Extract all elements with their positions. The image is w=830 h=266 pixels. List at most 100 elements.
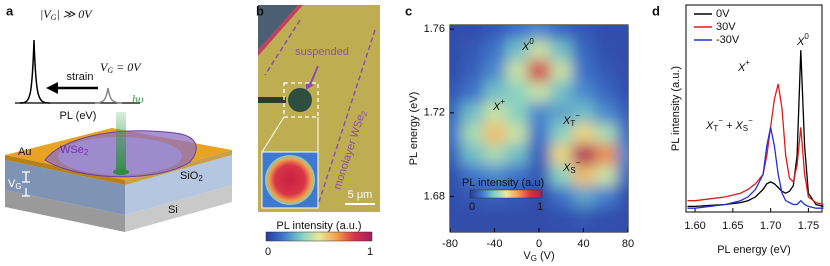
annotation-part: T [713,124,718,133]
heatmap-cell [572,165,596,187]
vg-label-part: G [15,182,21,191]
annotation-part: X [492,101,501,113]
annotation-part: − [575,111,580,120]
annotation: X+ [492,97,505,113]
inset-label-part: V [100,60,109,74]
annotation-part: S [570,166,575,175]
heatmap-cell [572,60,596,82]
annotation-part: X [705,120,714,132]
inset-label-part: = 0V [113,60,142,74]
annotation-part: X [796,36,805,48]
heatmap-cell [450,25,462,41]
panel-label: d [652,3,660,18]
heatmap-cell [594,39,618,62]
axes-frame-d [685,4,823,213]
annotation: XS− [562,158,581,175]
heatmap-cell [505,39,529,62]
legend-label: 30V [716,21,736,33]
heatmap-cell [550,165,573,187]
heatmap-cell [450,60,462,82]
heatmap-cell [461,144,484,166]
heatmap-cell [461,60,484,82]
annotation-part: + [723,120,736,132]
annotation-part: − [576,158,581,167]
heatmap-cell [505,102,529,124]
colorbar-label: PL intensity (a.u.) [276,220,361,232]
x-axis-label-part: (V) [537,250,555,262]
annotation-part: X [562,162,571,174]
heatmap-cell [616,60,628,82]
sio2-label: SiO2 [180,170,203,183]
heatmap-cell [505,123,529,145]
annotation-part: S [743,124,748,133]
heatmap-cell [483,206,507,229]
heatmap-cell [616,25,628,41]
heatmap-cell [594,60,618,82]
legend-label: 0V [716,8,730,20]
heatmap-cell [450,206,462,229]
heatmap-cell [505,206,529,229]
wse2-label: WSe2 [60,144,89,157]
vg-label-part: V [8,178,16,190]
heatmap-cell [483,102,507,124]
heatmap-cell [450,81,462,103]
series-line [687,83,824,206]
x-axis-label: VG (V) [523,250,554,263]
annotation-part: 0 [804,32,809,41]
colorbar-tick: 0 [265,246,271,258]
annotation-part: T [570,119,575,128]
annotation: XT− + XS− [705,116,753,133]
heatmap-cell [550,81,573,103]
heatmap-cell [527,144,551,166]
heatmap-cell [461,102,484,124]
x-axis-label: PL energy (eV) [717,244,791,256]
heatmap-cell [527,165,551,187]
heatmap-cell [550,60,573,82]
heatmap-cell [594,206,618,229]
annotation-part: + [745,58,750,67]
heatmap-cell [450,102,462,124]
heatmap-cell [483,165,507,187]
annotation-part: X [734,120,743,132]
vg-label: VG [8,178,22,191]
axis-label: PL (eV) [60,110,97,122]
heatmap-cell [505,81,529,103]
heatmap-cell [616,39,628,62]
micrograph [258,5,380,212]
annotation-part: X [521,41,530,53]
heatmap-cell [572,123,596,145]
heatmap-cell [572,25,596,41]
heatmap-cell [461,123,484,145]
x-tick-label: -80 [442,238,458,250]
heatmap-cell [572,39,596,62]
heatmap-cell [483,25,507,41]
heatmap-cell [616,144,628,166]
x-tick-label: -40 [487,238,503,250]
sio2-label-part: SiO [180,170,199,182]
heatmap-cell [616,123,628,145]
x-tick-label: 40 [577,238,589,250]
y-tick-label: 1.68 [424,190,445,202]
heatmap-cell [505,60,529,82]
colorbar-tick: 0 [469,201,475,213]
heatmap-cell [550,186,573,208]
x-tick-label: 80 [622,238,634,250]
heatmap-cell [594,123,618,145]
x-tick-label: 1.65 [722,220,743,232]
annotation-part: − [748,116,753,125]
heatmap-cell [461,165,484,187]
suspended-label: suspended [295,46,349,58]
heatmap-cell [616,206,628,229]
x-tick-label: 1.70 [760,220,781,232]
annotation-part: + [500,97,505,106]
y-tick-label: 1.76 [424,23,445,35]
panel-label: c [405,3,412,18]
scale-label: 5 μm [348,189,373,201]
annotation: XT− [562,111,580,128]
au-label: Au [18,146,31,158]
annotation-part: − [718,116,723,125]
heatmap-cell [594,25,618,41]
sio2-label-part: 2 [198,174,203,183]
y-axis-label: PL energy (eV) [408,92,420,166]
